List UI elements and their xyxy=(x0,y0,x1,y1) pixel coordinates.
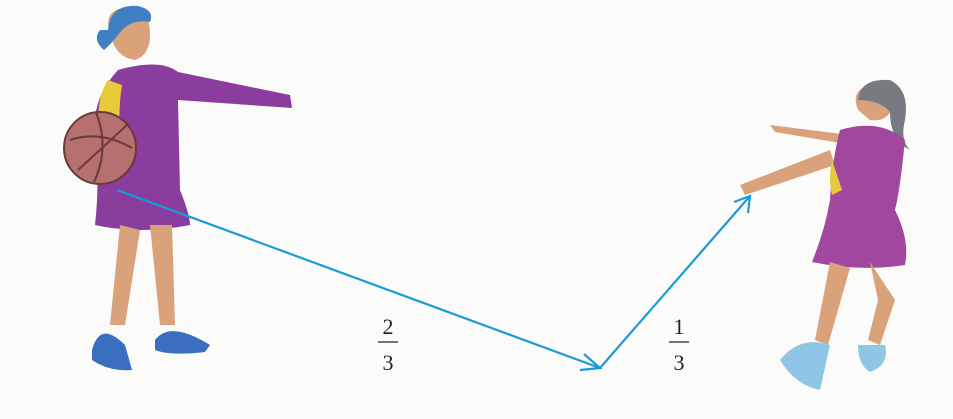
denominator: 3 xyxy=(383,350,394,375)
denominator: 3 xyxy=(674,350,685,375)
numerator: 2 xyxy=(383,314,394,339)
numerator: 1 xyxy=(674,314,685,339)
diagram: 2 3 1 3 xyxy=(0,0,953,419)
